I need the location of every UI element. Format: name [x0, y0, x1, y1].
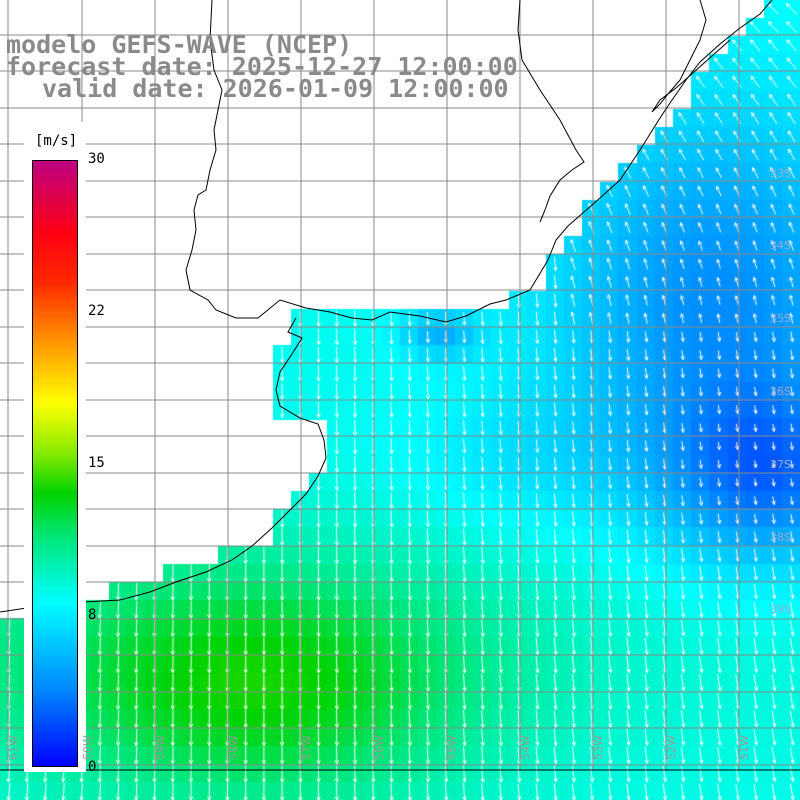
lon-label-53w: 53W	[592, 735, 605, 760]
lat-label-34s: 34S	[770, 239, 791, 252]
colorbar-border	[32, 160, 78, 767]
lon-label-56w: 56W	[373, 735, 386, 760]
lon-label-58w: 58W	[227, 735, 240, 760]
colorbar-tick-8: 8	[88, 607, 97, 623]
title-forecast-date: forecast date: 2025-12-27 12:00:00	[6, 52, 518, 81]
colorbar-unit: [m/s]	[35, 133, 78, 149]
lat-label-39s: 39S	[770, 603, 791, 616]
coastline-uruguay-argentina	[185, 0, 773, 323]
lon-label-59w: 59W	[154, 735, 167, 760]
lat-label-38s: 38S	[770, 531, 791, 544]
colorbar-tick-0: 0	[88, 759, 97, 775]
title-model: modelo GEFS-WAVE (NCEP)	[6, 30, 353, 59]
colorbar-tick-15: 15	[88, 455, 105, 471]
coastline-buenos-aires	[0, 317, 327, 613]
colorbar-tick-30: 30	[88, 151, 105, 167]
lon-label-54w: 54W	[519, 735, 532, 760]
inland-lagoon-coast	[517, 0, 585, 223]
colorbar-gradient	[32, 160, 78, 767]
lon-label-51w: 51W	[738, 735, 751, 760]
colorbar-tick-22: 22	[88, 303, 105, 319]
title-valid-date: valid date: 2026-01-09 12:00:00	[42, 74, 509, 103]
graticule	[0, 0, 800, 771]
lat-label-36s: 36S	[770, 385, 791, 398]
lat-label-37s: 37S	[770, 458, 791, 471]
lon-label-55w: 55W	[446, 735, 459, 760]
lon-label-57w: 57W	[300, 735, 313, 760]
lon-label-61w: 61W	[7, 735, 20, 760]
lon-label-60w: 60W	[81, 735, 94, 760]
coastline-brazil	[651, 0, 731, 113]
lat-label-35s: 35S	[770, 312, 791, 325]
lon-label-52w: 52W	[665, 735, 678, 760]
lat-label-33s: 33S	[770, 167, 791, 180]
